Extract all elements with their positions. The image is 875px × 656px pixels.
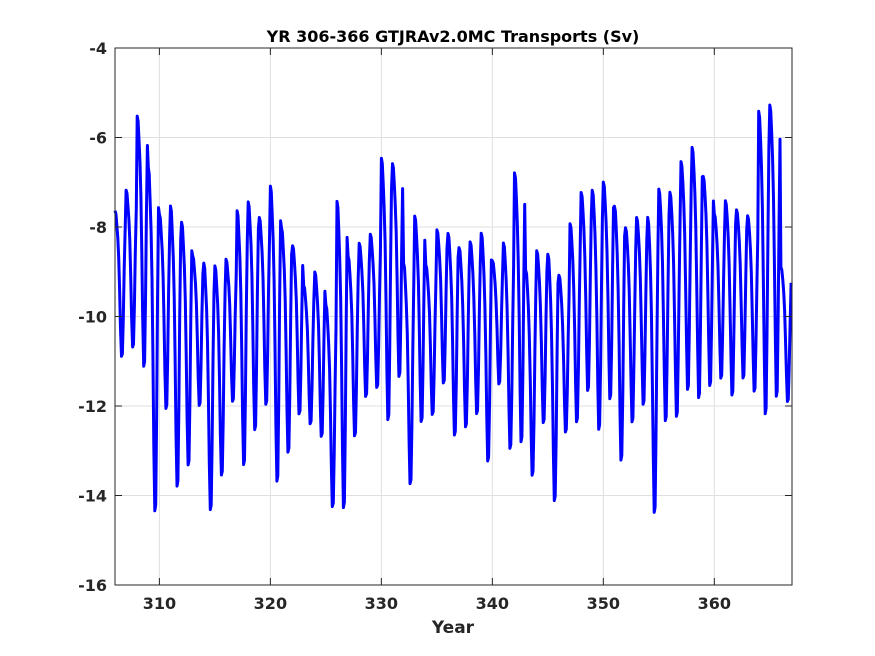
y-tick-label: -16 [78, 576, 107, 595]
x-tick-label: 360 [698, 594, 731, 613]
y-tick-label: -12 [78, 397, 107, 416]
y-tick-label: -6 [89, 129, 107, 148]
x-tick-labels: 310 320 330 340 350 360 [143, 594, 731, 613]
x-tick-label: 350 [587, 594, 620, 613]
x-tick-label: 320 [254, 594, 287, 613]
x-tick-label: 310 [143, 594, 176, 613]
y-tick-label: -10 [78, 308, 107, 327]
x-axis-label: Year [431, 618, 475, 638]
y-tick-label: -14 [78, 487, 107, 506]
x-tick-label: 340 [476, 594, 509, 613]
chart-title: YR 306-366 GTJRAv2.0MC Transports (Sv) [266, 27, 640, 46]
x-tick-label: 330 [365, 594, 398, 613]
y-tick-labels: -4 -6 -8 -10 -12 -14 -16 [78, 39, 107, 595]
series-line [113, 103, 793, 514]
tick-marks [115, 47, 792, 586]
series-layer [113, 103, 793, 514]
y-tick-label: -4 [89, 39, 107, 58]
y-tick-label: -8 [89, 218, 107, 237]
